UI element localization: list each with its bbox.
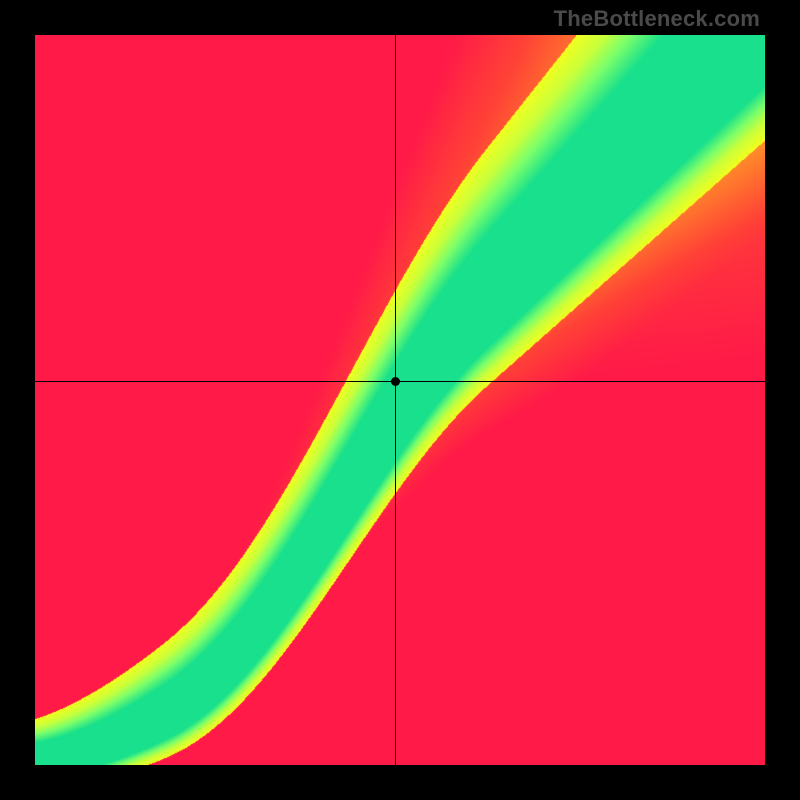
crosshair-vertical [395,35,396,765]
plot-area [35,35,765,765]
chart-frame: TheBottleneck.com [0,0,800,800]
bottleneck-heatmap [35,35,765,765]
watermark-text: TheBottleneck.com [554,6,760,32]
